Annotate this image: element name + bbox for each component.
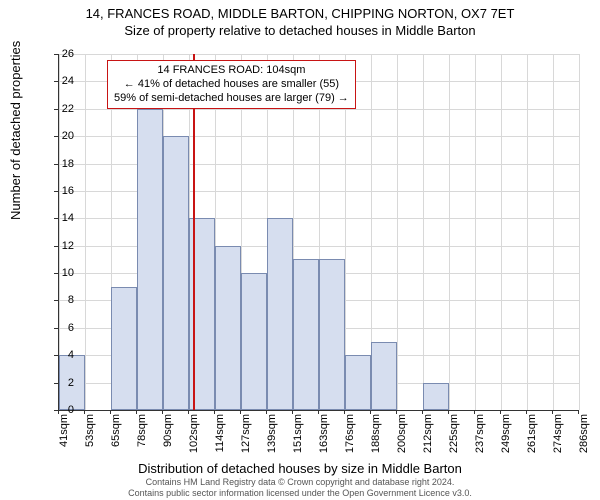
x-tick-label: 249sqm — [500, 414, 512, 464]
x-tick-label: 90sqm — [162, 414, 174, 464]
x-tick-label: 102sqm — [188, 414, 200, 464]
gridline-v — [85, 54, 86, 410]
x-tick-label: 114sqm — [214, 414, 226, 464]
annotation-line3: 59% of semi-detached houses are larger (… — [114, 92, 349, 106]
x-tick-label: 78sqm — [136, 414, 148, 464]
x-tick-label: 127sqm — [240, 414, 252, 464]
histogram-bar — [319, 259, 345, 410]
chart-title-line2: Size of property relative to detached ho… — [0, 23, 600, 38]
histogram-bar — [423, 383, 449, 410]
x-tick-label: 274sqm — [552, 414, 564, 464]
gridline-v — [527, 54, 528, 410]
histogram-bar — [163, 136, 189, 410]
y-tick-label: 16 — [44, 185, 74, 197]
chart-title-line1: 14, FRANCES ROAD, MIDDLE BARTON, CHIPPIN… — [0, 0, 600, 23]
annotation-box: 14 FRANCES ROAD: 104sqm← 41% of detached… — [107, 60, 356, 109]
y-tick-label: 6 — [44, 322, 74, 334]
histogram-bar — [293, 259, 319, 410]
histogram-bar — [241, 273, 267, 410]
histogram-bar — [137, 109, 163, 410]
gridline-v — [423, 54, 424, 410]
histogram-bar — [215, 246, 241, 410]
y-axis-label: Number of detached properties — [8, 41, 23, 220]
y-tick-label: 4 — [44, 349, 74, 361]
y-tick-label: 22 — [44, 103, 74, 115]
gridline-v — [579, 54, 580, 410]
x-tick-label: 41sqm — [58, 414, 70, 464]
x-tick-label: 151sqm — [292, 414, 304, 464]
y-tick-label: 24 — [44, 75, 74, 87]
x-tick-label: 188sqm — [370, 414, 382, 464]
x-tick-label: 237sqm — [474, 414, 486, 464]
y-tick-label: 20 — [44, 130, 74, 142]
annotation-line1: 14 FRANCES ROAD: 104sqm — [114, 64, 349, 78]
x-tick-label: 53sqm — [84, 414, 96, 464]
footer-text: Contains HM Land Registry data © Crown c… — [0, 477, 600, 498]
x-tick-label: 261sqm — [526, 414, 538, 464]
histogram-bar — [345, 355, 371, 410]
chart-container: 14, FRANCES ROAD, MIDDLE BARTON, CHIPPIN… — [0, 0, 600, 500]
gridline-v — [501, 54, 502, 410]
y-tick-label: 8 — [44, 294, 74, 306]
plot-area: 14 FRANCES ROAD: 104sqm← 41% of detached… — [58, 54, 579, 411]
x-tick-label: 200sqm — [396, 414, 408, 464]
x-tick-label: 139sqm — [266, 414, 278, 464]
gridline-v — [449, 54, 450, 410]
x-tick-label: 176sqm — [344, 414, 356, 464]
histogram-bar — [267, 218, 293, 410]
y-tick-label: 14 — [44, 212, 74, 224]
x-tick-label: 65sqm — [110, 414, 122, 464]
gridline-h — [59, 54, 579, 55]
histogram-bar — [111, 287, 137, 410]
x-tick-label: 286sqm — [578, 414, 590, 464]
y-tick-label: 10 — [44, 267, 74, 279]
histogram-bar — [371, 342, 397, 410]
gridline-v — [397, 54, 398, 410]
x-tick-label: 163sqm — [318, 414, 330, 464]
gridline-v — [475, 54, 476, 410]
y-tick-label: 12 — [44, 240, 74, 252]
y-tick-label: 2 — [44, 377, 74, 389]
y-tick-label: 0 — [44, 404, 74, 416]
gridline-v — [553, 54, 554, 410]
footer-line1: Contains HM Land Registry data © Crown c… — [0, 477, 600, 487]
x-tick-label: 225sqm — [448, 414, 460, 464]
x-tick-label: 212sqm — [422, 414, 434, 464]
y-tick-label: 26 — [44, 48, 74, 60]
annotation-line2: ← 41% of detached houses are smaller (55… — [114, 78, 349, 92]
y-tick-label: 18 — [44, 158, 74, 170]
footer-line2: Contains public sector information licen… — [0, 488, 600, 498]
